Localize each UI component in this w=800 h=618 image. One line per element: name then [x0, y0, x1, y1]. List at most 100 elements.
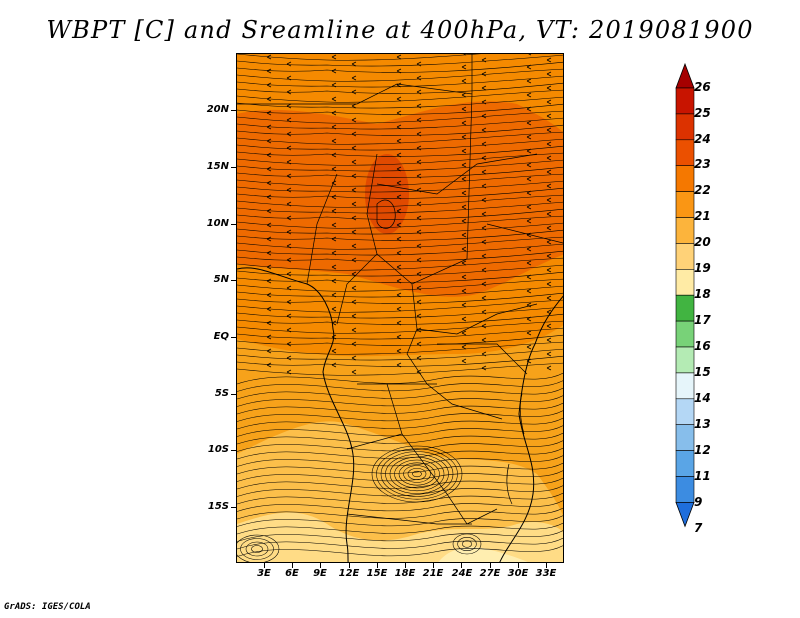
colorbar-label-12: 12 — [694, 443, 711, 457]
streamline-arrow — [416, 271, 422, 277]
streamline — [237, 492, 563, 505]
streamline-arrow — [396, 264, 402, 270]
streamline-arrow — [546, 127, 552, 133]
streamline-arrow — [546, 155, 552, 161]
streamline-arrow — [416, 215, 422, 221]
streamline — [237, 159, 563, 172]
streamline-arrow — [286, 313, 292, 319]
streamline-arrow — [526, 246, 532, 252]
lon-tick — [320, 563, 322, 568]
vortex-streamline — [251, 545, 263, 553]
streamline-arrow — [526, 260, 532, 266]
streamline-arrow — [526, 190, 532, 196]
streamline-arrow — [461, 64, 467, 70]
streamline — [237, 117, 563, 130]
streamline-arrow — [351, 243, 357, 249]
streamline — [237, 299, 563, 313]
streamline-arrow — [396, 334, 402, 340]
streamline-arrow — [286, 187, 292, 193]
colorbar — [675, 62, 695, 528]
streamline-arrow — [396, 348, 402, 354]
streamline-arrow — [286, 271, 292, 277]
colorbar-label-22: 22 — [694, 183, 711, 197]
streamline-arrow — [331, 292, 337, 298]
streamline-arrow — [266, 166, 272, 172]
streamline-arrow — [396, 110, 402, 116]
streamline — [237, 89, 563, 103]
streamline — [237, 425, 563, 437]
vortex-streamline — [394, 459, 440, 489]
streamline — [237, 236, 563, 250]
streamline-arrow — [461, 162, 467, 168]
streamline — [237, 372, 563, 385]
vortex-streamline — [389, 456, 445, 492]
streamline-arrow — [546, 211, 552, 217]
streamline-arrow — [526, 218, 532, 224]
streamline-arrow — [351, 75, 357, 81]
streamline-arrow — [266, 348, 272, 354]
colorbar-swatch — [675, 450, 695, 477]
streamline-arrow — [416, 75, 422, 81]
lat-tick — [231, 394, 236, 395]
streamline-arrow — [461, 204, 467, 210]
streamline-arrow — [481, 323, 487, 329]
streamline — [237, 327, 563, 340]
streamline — [237, 334, 563, 346]
streamline-arrow — [526, 92, 532, 98]
streamline-arrow — [461, 330, 467, 336]
streamline-arrow — [286, 369, 292, 375]
vortex-streamline — [371, 445, 463, 503]
streamline-arrow — [416, 61, 422, 67]
streamline-arrow — [331, 152, 337, 158]
streamline-arrow — [331, 306, 337, 312]
streamline-arrow — [416, 285, 422, 291]
streamline-arrow — [416, 243, 422, 249]
streamline-arrow — [351, 61, 357, 67]
streamline-arrow — [286, 257, 292, 263]
streamline-arrow — [481, 211, 487, 217]
streamline-arrow — [266, 152, 272, 158]
streamline-arrow — [266, 110, 272, 116]
streamline — [237, 522, 563, 535]
streamline-arrow — [396, 306, 402, 312]
streamline-arrow — [286, 75, 292, 81]
lon-tick — [405, 563, 406, 568]
colorbar-arrow-bottom — [675, 502, 695, 528]
streamline — [237, 470, 563, 482]
lon-label-9e: 9E — [313, 568, 327, 579]
streamline-arrow — [416, 313, 422, 319]
wbpt-streamline-map — [237, 54, 563, 562]
streamline-arrow — [461, 260, 467, 266]
streamline — [237, 96, 563, 109]
streamline-arrow — [461, 92, 467, 98]
streamline-arrow — [481, 127, 487, 133]
map-panel — [236, 53, 564, 563]
streamline-arrow — [331, 222, 337, 228]
streamline-arrow — [526, 64, 532, 70]
streamline-arrow — [266, 68, 272, 74]
streamline — [237, 395, 563, 407]
streamline-arrow — [351, 285, 357, 291]
streamline-arrow — [351, 131, 357, 137]
lon-label-21e: 21E — [422, 568, 444, 579]
vortex-streamline — [385, 454, 449, 494]
streamline — [237, 152, 563, 166]
coastline-east — [499, 295, 563, 562]
streamline-arrow — [331, 82, 337, 88]
streamline-arrow — [463, 54, 467, 56]
streamline-arrow — [266, 264, 272, 270]
streamline-arrow — [396, 152, 402, 158]
streamline-arrow — [286, 131, 292, 137]
streamline — [237, 432, 563, 445]
streamline-arrow — [461, 358, 467, 364]
streamline — [237, 306, 563, 319]
streamline-arrow — [286, 173, 292, 179]
streamline — [237, 402, 563, 415]
map-title: WBPT [C] and Sreamline at 400hPa, VT: 20… — [46, 16, 754, 44]
streamline-arrow — [266, 306, 272, 312]
streamline — [237, 194, 563, 208]
lat-tick — [231, 450, 236, 451]
colorbar-label-25: 25 — [694, 106, 711, 120]
streamline-arrow — [351, 201, 357, 207]
lake-outline — [376, 199, 525, 505]
